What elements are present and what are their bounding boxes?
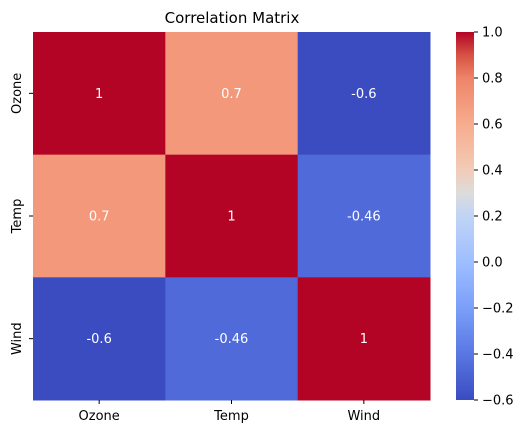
colorbar-tick-label: −0.6 (482, 394, 514, 409)
cell-value-label: -0.46 (215, 332, 249, 347)
y-tick-label: Ozone (10, 73, 25, 114)
heatmap-cell (165, 32, 299, 156)
cell-value-label: 1 (95, 87, 103, 102)
cell-value-label: 0.7 (221, 87, 242, 102)
cell-value-label: -0.6 (351, 87, 376, 102)
cell-value-label: -0.6 (86, 332, 111, 347)
heatmap-cell (33, 154, 166, 278)
y-axis: Ozone Temp Wind (10, 73, 33, 355)
heatmap-cell (297, 32, 431, 156)
x-tick-label: Wind (347, 409, 380, 424)
colorbar-tick-label: 0.0 (482, 256, 503, 271)
heatmap-cell (33, 32, 166, 156)
x-axis: Ozone Temp Wind (79, 400, 380, 424)
colorbar-tick-label: 0.8 (482, 72, 503, 87)
colorbar-tick-label: 0.2 (482, 210, 503, 225)
colorbar-tick-label: 0.6 (482, 118, 503, 133)
cell-value-label: 1 (227, 210, 235, 225)
y-tick-label: Temp (10, 199, 25, 235)
cell-value-label: 0.7 (89, 210, 110, 225)
heatmap-cell (297, 277, 431, 401)
chart-title: Correlation Matrix (165, 9, 300, 27)
heatmap-cell (165, 154, 299, 278)
heatmap-cell-labels: 1 0.7 -0.6 0.7 1 -0.46 -0.6 -0.46 1 (86, 87, 380, 347)
colorbar-tick-label: 0.4 (482, 164, 503, 179)
colorbar-tick-label: −0.2 (482, 302, 514, 317)
colorbar-gradient (456, 32, 474, 400)
heatmap-cell (165, 277, 299, 401)
y-tick-label: Wind (10, 322, 25, 355)
cell-value-label: 1 (360, 332, 368, 347)
x-tick-label: Temp (213, 409, 249, 424)
heatmap-cells (33, 32, 431, 401)
heatmap-cell (33, 277, 166, 401)
colorbar: 1.0 0.8 0.6 0.4 0.2 0.0 −0.2 −0.4 −0.6 (456, 26, 514, 409)
x-tick-label: Ozone (79, 409, 120, 424)
heatmap-cell (297, 154, 431, 278)
colorbar-tick-label: −0.4 (482, 348, 514, 363)
cell-value-label: -0.46 (347, 210, 381, 225)
colorbar-tick-label: 1.0 (482, 26, 503, 41)
